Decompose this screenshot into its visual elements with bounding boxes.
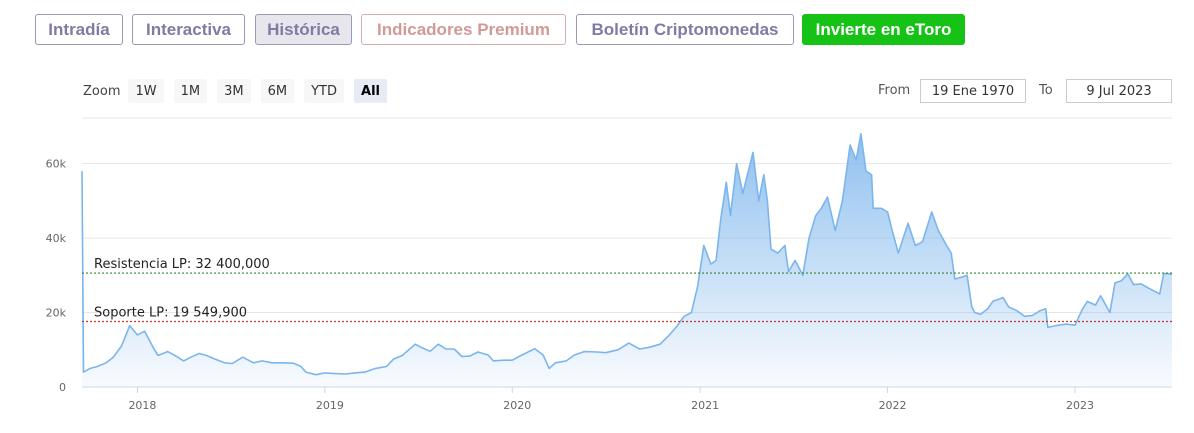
y-tick-label: 60k xyxy=(46,158,67,171)
y-tick-label: 20k xyxy=(46,307,67,320)
from-date-input[interactable]: 19 Ene 1970 xyxy=(920,79,1026,103)
zoom-6m-button[interactable]: 6M xyxy=(260,79,295,103)
zoom-all-button[interactable]: All xyxy=(354,79,387,103)
x-tick-label: 2018 xyxy=(128,399,156,412)
tab-historica[interactable]: Histórica xyxy=(255,14,352,45)
zoom-ytd-button[interactable]: YTD xyxy=(304,79,345,103)
invierte-etoro-button[interactable]: Invierte en eToro xyxy=(802,14,965,45)
x-tick-label: 2021 xyxy=(691,399,719,412)
support-label: Soporte LP: 19 549,900 xyxy=(94,305,247,320)
zoom-1w-button[interactable]: 1W xyxy=(128,79,164,103)
to-date-input[interactable]: 9 Jul 2023 xyxy=(1066,79,1172,103)
tab-interactiva[interactable]: Interactiva xyxy=(132,14,245,45)
y-tick-label: 40k xyxy=(46,232,67,245)
resistance-label: Resistencia LP: 32 400,000 xyxy=(94,257,270,272)
to-label: To xyxy=(1039,83,1053,98)
zoom-label: Zoom xyxy=(83,83,121,99)
zoom-3m-button[interactable]: 3M xyxy=(217,79,251,103)
x-tick-label: 2019 xyxy=(316,399,344,412)
y-tick-label: 0 xyxy=(59,381,66,394)
tab-intradia[interactable]: Intradía xyxy=(35,14,123,45)
price-line xyxy=(81,133,1173,376)
x-tick-label: 2023 xyxy=(1066,399,1094,412)
from-label: From xyxy=(878,83,911,98)
x-tick-label: 2020 xyxy=(503,399,531,412)
tab-boletin-criptomonedas[interactable]: Boletín Criptomonedas xyxy=(576,14,794,45)
price-area xyxy=(82,133,1172,387)
zoom-controls: Zoom 1W 1M 3M 6M YTD All xyxy=(83,79,397,103)
x-tick-label: 2022 xyxy=(879,399,907,412)
tab-indicadores-premium[interactable]: Indicadores Premium xyxy=(361,14,566,45)
zoom-1m-button[interactable]: 1M xyxy=(173,79,208,103)
